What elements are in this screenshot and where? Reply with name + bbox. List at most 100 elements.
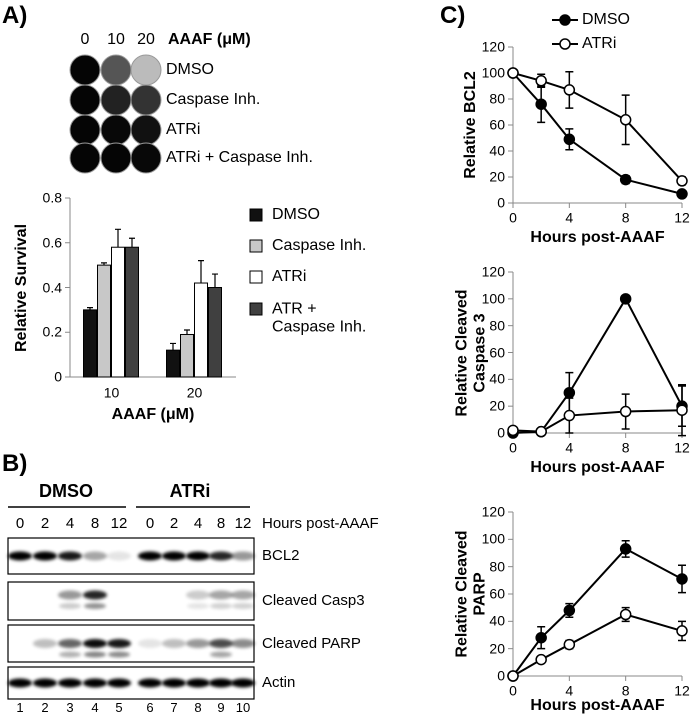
x-axis-label: Hours post-AAAF — [530, 459, 665, 477]
bar — [180, 333, 194, 378]
data-point — [619, 608, 632, 621]
y-tick-label: 0 — [497, 194, 505, 211]
data-point — [619, 543, 632, 555]
blot-band — [209, 590, 233, 600]
blot-band — [107, 678, 131, 688]
y-tick-label: 40 — [489, 612, 505, 629]
legend-label: DMSO — [272, 206, 320, 224]
dose-label: 0 — [80, 31, 90, 49]
data-point — [535, 425, 547, 438]
lane-number: 3 — [66, 699, 74, 715]
blot-band — [209, 551, 233, 561]
lane-number: 9 — [217, 699, 225, 715]
data-point — [676, 573, 688, 585]
panel-label: C) — [440, 1, 466, 29]
y-tick-label: 40 — [489, 370, 505, 387]
dose-axis-label: AAAF (μM) — [168, 31, 251, 49]
legend-label: ATR + Caspase Inh. — [272, 300, 367, 335]
blot-band — [33, 639, 57, 648]
error-bar — [115, 228, 121, 248]
y-tick-label: 20 — [489, 168, 505, 185]
blot-band — [58, 678, 82, 688]
panel-label: B) — [2, 449, 28, 477]
x-tick-label: 12 — [674, 439, 690, 456]
panel-label: A) — [2, 1, 28, 29]
band-label: BCL2 — [262, 546, 300, 564]
row-label: DMSO — [166, 61, 214, 79]
legend-label: DMSO — [582, 11, 630, 29]
y-tick-label: 60 — [489, 585, 505, 602]
band-label: Cleaved Casp3 — [262, 591, 365, 609]
data-point — [535, 653, 547, 666]
colony-well — [130, 84, 162, 116]
x-tick-label: 12 — [674, 209, 690, 226]
y-tick-label: 40 — [489, 142, 505, 159]
dose-label: 10 — [107, 31, 125, 49]
y-axis-label: Relative Cleaved Caspase 3 — [453, 288, 488, 417]
bar — [97, 264, 111, 378]
blot-band — [210, 603, 232, 609]
series-line — [512, 72, 683, 195]
x-tick-label: 4 — [565, 682, 574, 699]
data-point — [676, 625, 688, 637]
row-label: Caspase Inh. — [166, 91, 261, 109]
bar — [125, 246, 139, 378]
blot-frame — [7, 581, 255, 621]
y-axis-label: Relative Survival — [13, 223, 31, 352]
blot-band — [138, 551, 162, 561]
colony-well — [100, 84, 132, 116]
blot-band — [209, 678, 233, 688]
group-label: DMSO — [39, 481, 93, 502]
error-bar — [170, 342, 176, 351]
hour-label: 8 — [216, 514, 226, 532]
lane-number: 10 — [235, 699, 251, 715]
row-label: ATRi + Caspase Inh. — [166, 149, 313, 167]
blot-band — [186, 590, 210, 600]
y-tick-label: 20 — [489, 397, 505, 414]
colony-well — [130, 54, 162, 86]
hour-label: 8 — [90, 514, 100, 532]
hour-label: 4 — [193, 514, 203, 532]
lane-number: 2 — [41, 699, 49, 715]
error-bar — [184, 329, 190, 335]
series-line — [512, 613, 683, 677]
legend-marker — [559, 14, 571, 26]
legend-label: Caspase Inh. — [272, 237, 367, 255]
hours-label: Hours post-AAAF — [262, 514, 379, 532]
data-point — [563, 133, 576, 146]
y-tick-label: 120 — [481, 38, 505, 55]
blot-band — [107, 639, 131, 648]
y-axis-label: Relative Cleaved PARP — [453, 530, 488, 658]
blot-band — [84, 603, 106, 609]
data-point — [676, 175, 688, 187]
y-tick-label: 100 — [481, 290, 505, 307]
blot-band — [209, 639, 233, 648]
legend-swatch — [249, 270, 263, 284]
data-point — [507, 670, 519, 682]
y-tick-label: 0.6 — [42, 234, 62, 251]
x-tick-label: 0 — [509, 439, 517, 456]
blot-band — [186, 678, 210, 688]
colony-well — [69, 114, 101, 146]
y-tick-label: 20 — [489, 639, 505, 656]
data-point — [619, 293, 632, 305]
x-tick-label: 20 — [186, 384, 203, 401]
band-label: Cleaved PARP — [262, 634, 361, 652]
x-tick-label: 8 — [621, 209, 630, 226]
y-tick-label: 80 — [489, 557, 505, 574]
y-tick-label: 60 — [489, 343, 505, 360]
hour-label: 0 — [145, 514, 155, 532]
y-tick-label: 0.4 — [42, 278, 62, 295]
x-axis-label: Hours post-AAAF — [530, 697, 665, 715]
band-label: Actin — [262, 673, 296, 691]
legend-swatch — [249, 239, 263, 253]
blot-band — [108, 651, 130, 658]
blot-band — [186, 639, 210, 648]
y-tick-label: 0 — [54, 368, 62, 385]
data-point — [535, 631, 547, 644]
x-tick-label: 4 — [565, 209, 574, 226]
y-tick-label: 80 — [489, 316, 505, 333]
y-tick-label: 120 — [481, 263, 505, 280]
x-tick-label: 0 — [509, 209, 517, 226]
